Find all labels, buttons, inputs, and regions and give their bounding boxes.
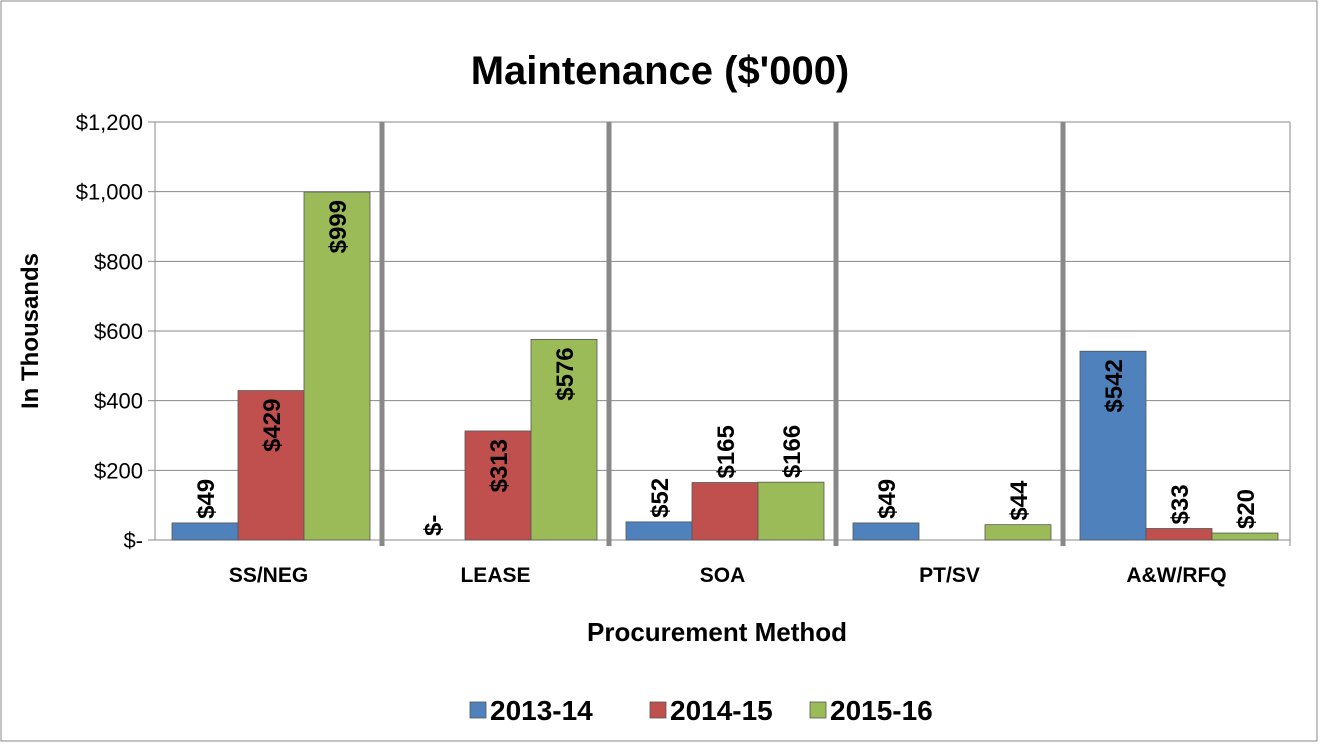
y-tick-label: $1,200 (76, 110, 143, 135)
data-label: $166 (779, 425, 806, 478)
legend-swatch (649, 701, 667, 719)
bar (691, 482, 759, 541)
x-tick-label: PT/SV (919, 564, 980, 587)
data-label: $576 (552, 347, 579, 400)
y-axis-title: In Thousands (17, 253, 44, 409)
bar (303, 191, 371, 541)
bar (757, 481, 825, 541)
bar (1079, 350, 1147, 541)
data-label: $999 (325, 200, 352, 253)
data-label: $165 (713, 425, 740, 478)
data-label: $20 (1233, 489, 1260, 529)
bar (984, 524, 1052, 541)
chart-title: Maintenance ($'000) (471, 49, 850, 93)
legend-label: 2014-15 (670, 695, 773, 726)
y-tick-label: $800 (94, 249, 143, 274)
bar (530, 338, 598, 541)
data-label: $429 (259, 399, 286, 452)
x-tick-label: LEASE (460, 564, 530, 587)
legend-swatch (469, 701, 487, 719)
y-tick-label: $400 (94, 389, 143, 414)
data-label: $49 (874, 479, 901, 519)
data-label: $52 (647, 478, 674, 518)
y-tick-label: $1,000 (76, 180, 143, 205)
legend-swatch (809, 701, 827, 719)
bar (464, 430, 532, 541)
legend-label: 2013-14 (490, 695, 593, 726)
data-label: $542 (1101, 359, 1128, 412)
bar (1211, 532, 1279, 541)
bar (171, 522, 239, 541)
data-label: $44 (1006, 480, 1033, 521)
bar (852, 522, 920, 541)
x-tick-label: SS/NEG (229, 564, 308, 587)
y-tick-label: $200 (94, 458, 143, 483)
data-label: $33 (1167, 484, 1194, 524)
y-tick-label: $- (123, 528, 143, 553)
x-axis-title: Procurement Method (587, 617, 847, 647)
bar (625, 521, 693, 541)
x-tick-label: A&W/RFQ (1126, 564, 1226, 587)
data-label: $313 (486, 439, 513, 492)
legend-label: 2015-16 (830, 695, 933, 726)
data-label: $- (420, 515, 447, 536)
bar (1145, 528, 1213, 541)
x-tick-label: SOA (700, 564, 746, 587)
y-tick-label: $600 (94, 319, 143, 344)
data-label: $49 (193, 479, 220, 519)
